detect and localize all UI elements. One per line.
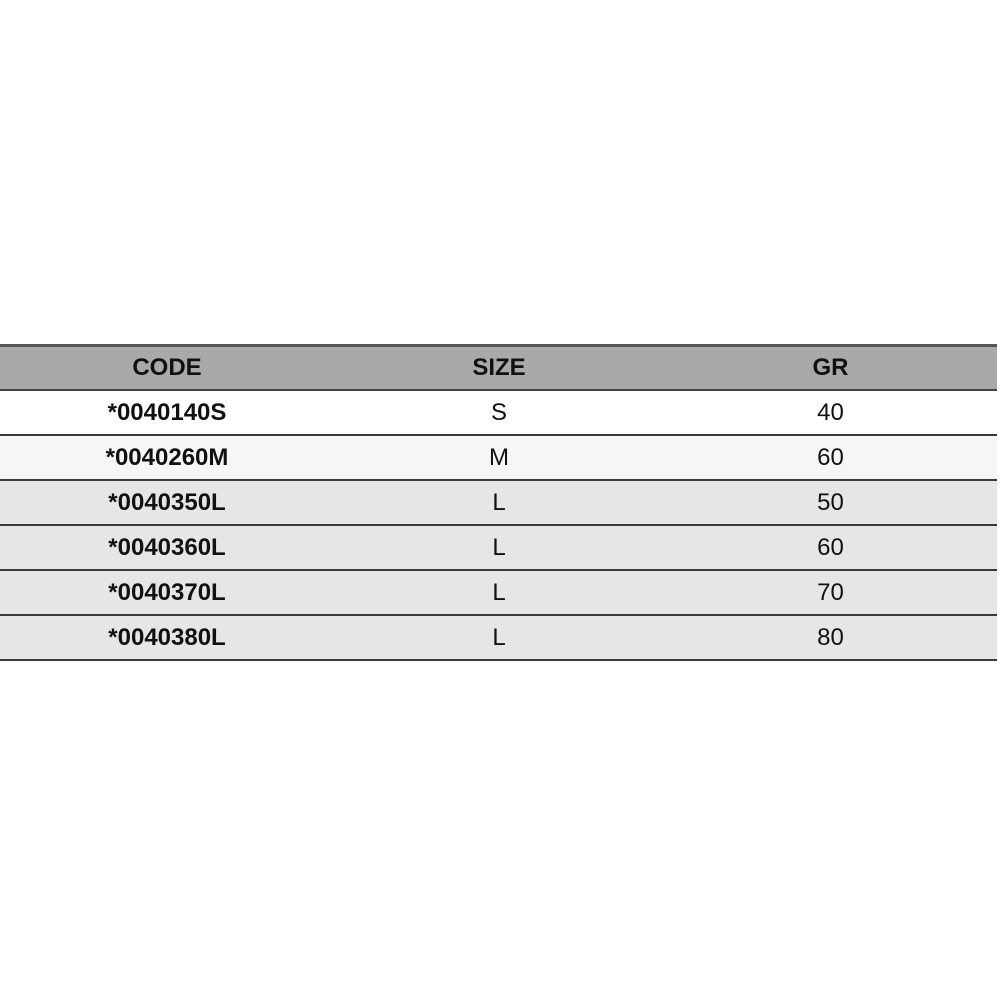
cell-code: *0040380L	[108, 623, 226, 651]
cell-gr: 40	[817, 398, 844, 426]
cell-size: S	[490, 398, 507, 426]
header-gr: GR	[812, 354, 849, 381]
cell-gr: 70	[817, 578, 844, 606]
cell-size: M	[489, 443, 509, 471]
cell-size: L	[492, 623, 506, 651]
cell-gr: 80	[817, 623, 844, 651]
cell-size: L	[492, 488, 506, 516]
product-table: CODE SIZE GR *0040140S S 40 *0040260M M 60 *00…	[0, 344, 997, 661]
table-row: *0040140S S 40	[0, 390, 997, 435]
table-row: *0040260M M 60	[0, 435, 997, 480]
header-row: CODE SIZE GR	[0, 345, 997, 390]
cell-code: *0040350L	[108, 488, 226, 516]
table-row: *0040380L L 80	[0, 615, 997, 660]
header-code: CODE	[132, 354, 202, 381]
cell-gr: 60	[817, 533, 844, 561]
cell-gr: 50	[817, 488, 844, 516]
cell-code: *0040260M	[105, 443, 229, 471]
cell-gr: 60	[817, 443, 844, 471]
table-row: *0040350L L 50	[0, 480, 997, 525]
cell-size: L	[492, 578, 506, 606]
cell-code: *0040140S	[107, 398, 227, 426]
table-row: *0040360L L 60	[0, 525, 997, 570]
table-row: *0040370L L 70	[0, 570, 997, 615]
cell-code: *0040360L	[108, 533, 226, 561]
cell-code: *0040370L	[108, 578, 226, 606]
cell-size: L	[492, 533, 506, 561]
header-size: SIZE	[472, 354, 526, 381]
